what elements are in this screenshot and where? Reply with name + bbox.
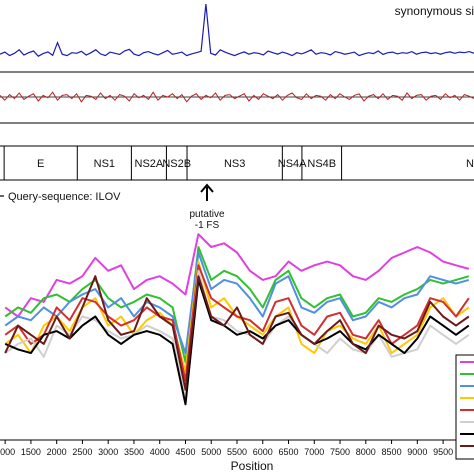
panel-synonymous: synonymous si (0, 3, 474, 73)
synonymous-line (0, 3, 474, 57)
synonymous-series-line (0, 3, 474, 57)
panel-red (0, 91, 474, 124)
panel-query: Query-sequence: ILOV putative -1 FS 1000… (0, 183, 474, 473)
red-series-line (0, 91, 474, 103)
legend-swatches (460, 361, 474, 447)
segment-label: NS3 (224, 158, 245, 170)
x-tick-label: 3000 (98, 447, 118, 457)
segment-label: NS4A (278, 158, 307, 170)
panel-title: synonymous si (395, 4, 474, 18)
x-tick-label: 4000 (150, 447, 170, 457)
x-tick-label: 1500 (21, 447, 41, 457)
annotation-line1: putative (189, 209, 224, 220)
genome-map: E NS1 NS2A NS2B NS3 NS4A NS4B N (0, 145, 474, 181)
x-tick-label: 4500 (175, 447, 195, 457)
x-tick-label: 9000 (407, 447, 427, 457)
arrow-head-icon (200, 183, 214, 193)
red-line (0, 91, 474, 103)
x-tick-label: 2000 (47, 447, 67, 457)
query-series-line (4, 251, 470, 355)
legend (455, 354, 474, 460)
x-axis-label: Position (231, 459, 274, 473)
annotation-line2: -1 FS (195, 220, 220, 231)
x-tick-label: 5500 (227, 447, 247, 457)
segment-label: E (37, 158, 44, 170)
x-tick-label: 3500 (124, 447, 144, 457)
legend-box (455, 354, 474, 460)
query-label: Query-sequence: ILOV (8, 191, 121, 203)
segment-label: NS1 (94, 158, 115, 170)
query-series-line (4, 233, 470, 318)
x-tick-label: 6500 (279, 447, 299, 457)
query-series-line (4, 278, 470, 406)
frameshift-annotation: putative -1 FS (189, 183, 225, 231)
x-tick-label: 8500 (382, 447, 402, 457)
x-tick-label: 6000 (253, 447, 273, 457)
x-tick-label: 5000 (201, 447, 221, 457)
x-tick-label: 1000 (0, 447, 15, 457)
query-series-line (4, 275, 470, 391)
x-tick-label: 8000 (356, 447, 376, 457)
x-tick-label: 7500 (330, 447, 350, 457)
segment-label: N (466, 158, 474, 170)
genome-segments: E NS1 NS2A NS2B NS3 NS4A NS4B N (3, 146, 474, 180)
query-series-line (4, 246, 470, 364)
x-ticks: 1000 1500 2000 2500 3000 3500 4000 4500 5000 5500… (0, 440, 453, 457)
x-tick-label: 7000 (304, 447, 324, 457)
query-series-line (4, 269, 470, 400)
segment-label: NS2B (162, 158, 191, 170)
x-tick-label: 9500 (433, 447, 453, 457)
segment-label: NS4B (307, 158, 336, 170)
x-tick-label: 2500 (72, 447, 92, 457)
segment-label: NS2A (135, 158, 164, 170)
query-lines (4, 233, 470, 406)
